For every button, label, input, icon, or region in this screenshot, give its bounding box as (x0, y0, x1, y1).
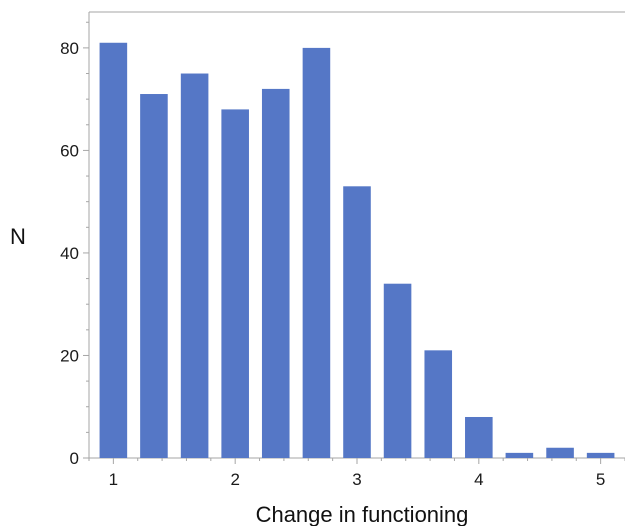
bars (99, 42, 615, 459)
y-tick-label: 60 (60, 141, 79, 160)
x-tick-label: 2 (230, 470, 239, 489)
histogram-bar (261, 88, 290, 459)
y-axis-title: N (10, 224, 26, 249)
histogram-bar (343, 186, 371, 459)
x-tick-label: 5 (596, 470, 605, 489)
x-axis: 1 2 3 4 5 (88, 458, 625, 489)
histogram-bar (140, 94, 168, 459)
y-axis: 0 20 40 60 80 (60, 21, 89, 468)
x-axis-title: Change in functioning (256, 502, 469, 526)
x-tick-label: 3 (352, 470, 361, 489)
histogram-bar (586, 452, 615, 458)
y-tick-label: 0 (70, 449, 79, 468)
histogram-bar (465, 416, 493, 458)
y-tick-label: 20 (60, 346, 79, 365)
x-tick-label: 1 (109, 470, 118, 489)
histogram-bar (546, 447, 574, 458)
histogram-bar (180, 73, 209, 459)
histogram-bar (302, 47, 331, 458)
histogram-bar (505, 452, 534, 458)
histogram-bar (221, 109, 249, 459)
y-tick-label: 40 (60, 244, 79, 263)
histogram-bar (424, 350, 453, 458)
histogram-bar (383, 283, 412, 458)
y-tick-label: 80 (60, 39, 79, 58)
x-tick-label: 4 (474, 470, 483, 489)
histogram-bar (99, 42, 128, 458)
